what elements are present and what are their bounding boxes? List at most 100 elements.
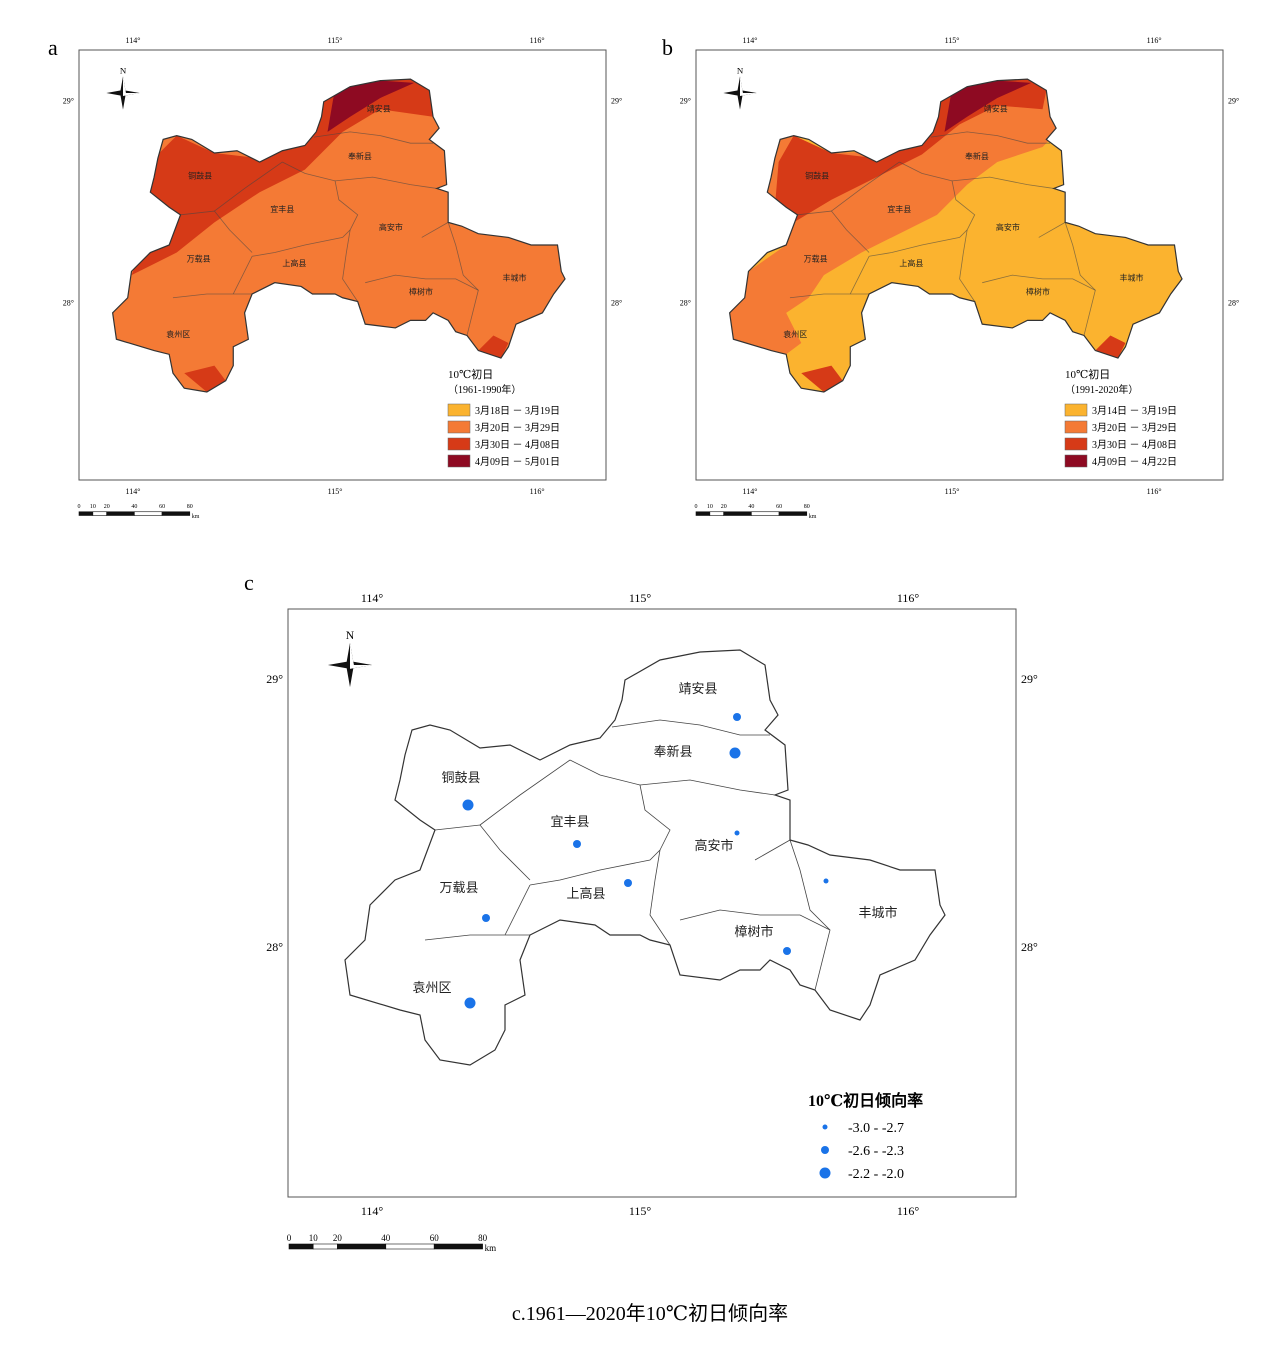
north-arrow [123,76,140,96]
scale-label: 10 [90,504,96,510]
legend-label: 4月09日 － 5月01日 [475,456,560,468]
county-label: 丰城市 [1120,272,1144,282]
legend-title: 10℃初日 [448,367,493,381]
county-label: 袁州区 [412,980,451,995]
lon-tick-label: 116° [1147,36,1162,45]
legend-label: 3月20日 － 3月29日 [1092,422,1177,434]
lat-tick-label: 28° [1021,940,1038,954]
station-dot [783,947,791,955]
scale-segment [723,511,752,516]
terrain-zone [327,80,415,132]
county-label: 靖安县 [367,104,391,114]
county-border [831,161,900,212]
county-label: 宜丰县 [270,204,294,214]
station-dot [573,840,581,848]
county-label: 铜鼓县 [805,171,829,181]
legend-label: -2.6 - -2.3 [848,1144,904,1159]
county-label: 袁州区 [166,329,190,339]
county-label: 高安市 [694,838,733,853]
scale-label: 10 [309,1233,319,1243]
county-label: 上高县 [566,886,605,901]
county-label: 樟树市 [734,924,773,939]
scale-segment [385,1243,435,1250]
lat-tick-label: 29° [1228,97,1239,106]
legend-dot [821,1146,829,1154]
legend-dot [822,1124,828,1130]
county-border [232,256,253,295]
caption: c.1961—2020年10℃初日倾向率 [512,1302,788,1325]
scale-label: 20 [104,504,110,510]
map-frame [78,49,607,481]
county-border [789,293,870,299]
scale-label: 40 [131,504,137,510]
scale-unit: km [192,514,200,520]
county-label: 上高县 [899,258,923,268]
lon-tick-label: 115° [629,1204,652,1218]
region-fill [345,650,945,1065]
terrain-zone [131,79,434,276]
lon-tick-label: 114° [361,1204,384,1218]
legend-label: 3月20日 － 3月29日 [475,422,560,434]
county-label: 丰城市 [858,905,897,920]
county-label: 靖安县 [984,104,1008,114]
lon-tick-label: 114° [743,36,758,45]
terrain-zone [944,80,1032,132]
scale-segment [92,511,107,516]
scale-segment [106,511,135,516]
scale-label: 60 [430,1233,440,1243]
county-label: 万载县 [187,254,211,264]
scale-segment [161,511,191,516]
county-label: 奉新县 [965,151,989,161]
north-arrow [350,642,373,669]
legend-swatch [447,437,471,451]
legend-title: 10℃初日倾向率 [808,1091,923,1110]
scale-segment [78,511,94,516]
lon-tick-label: 114° [126,487,141,496]
north-label: N [737,65,744,75]
terrain [729,79,1183,393]
legend-label: 3月30日 － 4月08日 [475,439,560,451]
map-body [344,649,946,1066]
station-dot [734,830,740,836]
legend-label: 3月30日 － 4月08日 [1092,439,1177,451]
legend-label: 3月14日 － 3月19日 [1092,405,1177,417]
county-border [479,759,571,826]
scale-label: 20 [721,504,727,510]
scale-segment [751,511,780,516]
county-border [365,274,479,291]
map-frame [695,49,1224,481]
scale-segment [134,511,163,516]
scale-segment [709,511,724,516]
lon-tick-label: 114° [361,591,384,605]
scale-unit: km [485,1243,497,1253]
legend-swatch [1064,420,1088,434]
county-border [434,824,531,881]
panel-label: b [662,35,673,60]
legend-label: 3月18日 － 3月19日 [475,405,560,417]
county-border [639,784,671,851]
lat-tick-label: 28° [1228,299,1239,308]
legend-period: （1991-2020年） [1065,383,1138,396]
county-label: 铜鼓县 [188,171,212,181]
lon-tick-label: 116° [530,487,545,496]
lon-tick-label: 115° [328,487,343,496]
county-border [424,934,530,941]
map-body [111,78,566,393]
lon-tick-label: 116° [897,1204,920,1218]
legend-swatch [447,454,471,468]
terrain [112,79,566,393]
lat-tick-label: 28° [611,299,622,308]
county-label: 上高县 [282,258,306,268]
county-label: 万载县 [804,254,828,264]
scale-label: 10 [707,504,713,510]
lon-tick-label: 115° [629,591,652,605]
station-dot [729,747,741,759]
county-border [529,849,661,886]
county-border [504,884,531,936]
county-border [180,210,253,253]
county-label: 高安市 [379,222,403,232]
county-border [959,229,976,302]
county-label: 宜丰县 [887,204,911,214]
county-border [172,293,253,299]
